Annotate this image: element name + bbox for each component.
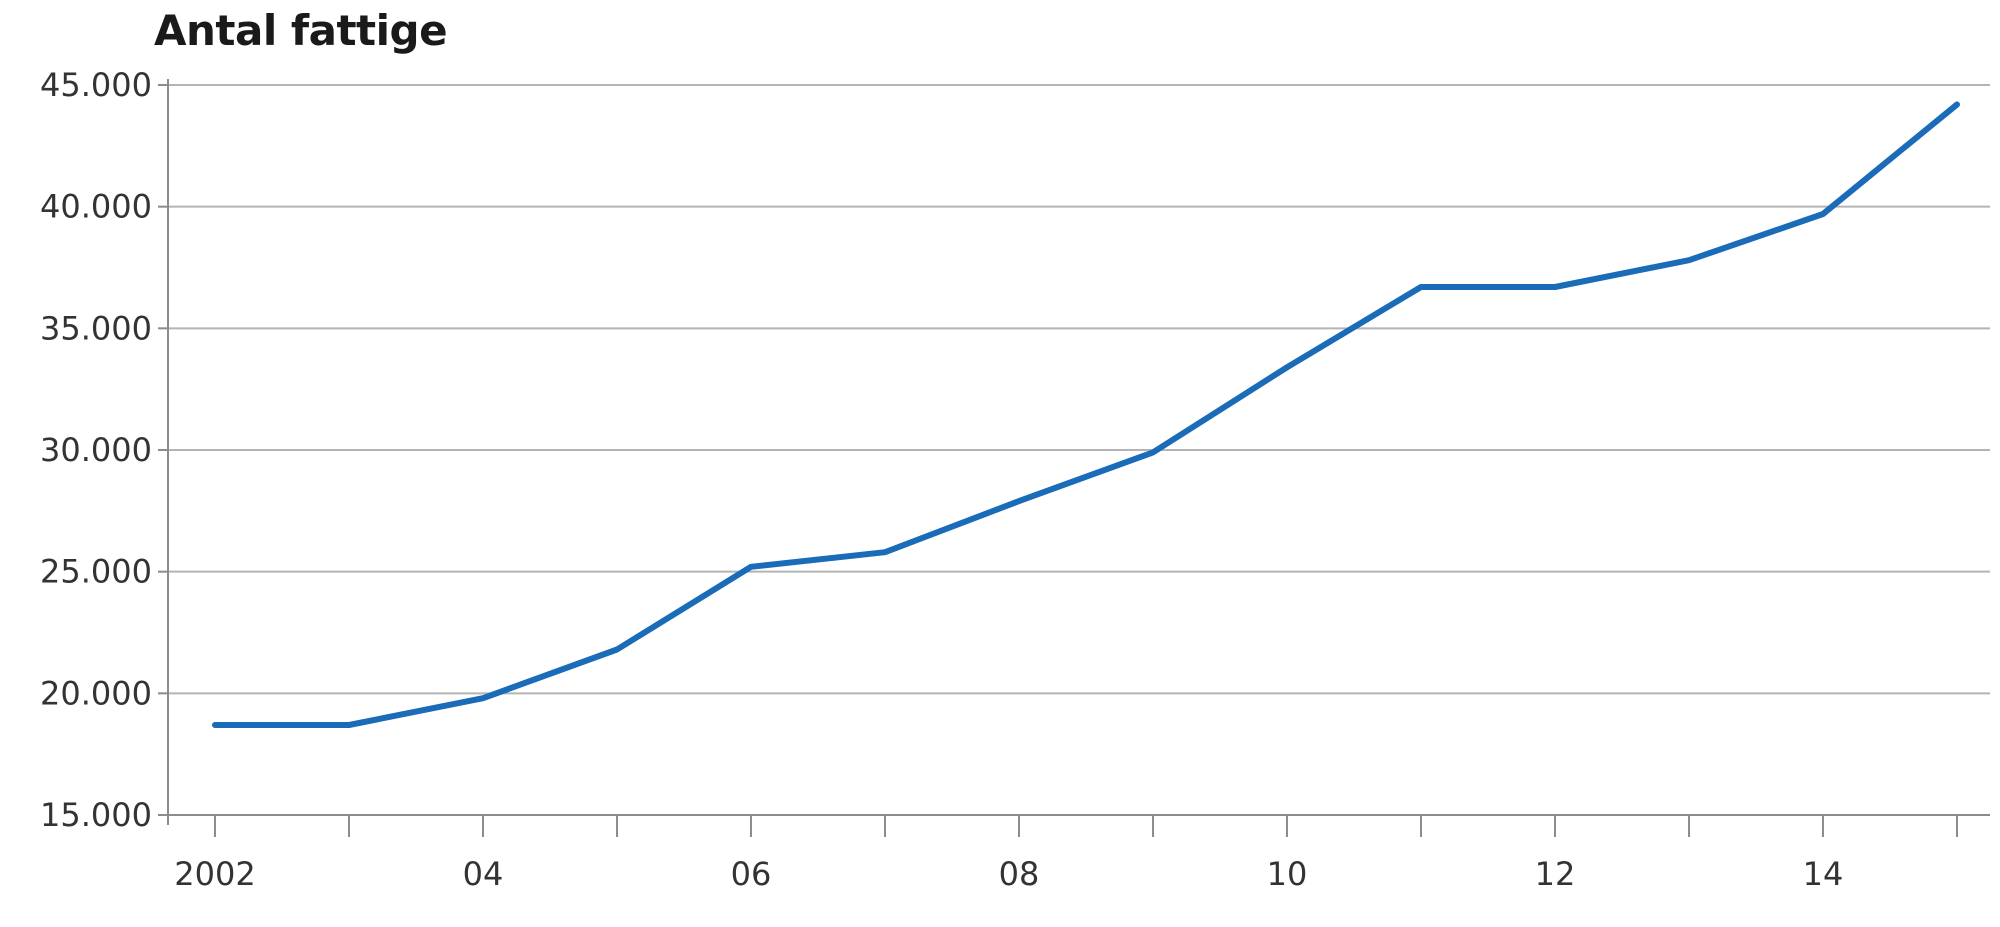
data-point-2014 [1820, 211, 1826, 217]
gridlines [168, 84, 1990, 695]
chart-title: Antal fattige [154, 6, 448, 55]
data-point-2015 [1954, 101, 1960, 107]
data-point-2003 [346, 722, 352, 728]
y-tick-label-35000: 35.000 [40, 309, 152, 347]
x-tick-label-2004: 04 [463, 855, 504, 893]
y-tick-label-25000: 25.000 [40, 553, 152, 591]
data-point-2012 [1552, 284, 1558, 290]
series-line-0 [212, 101, 1960, 728]
x-tick-label-2010: 10 [1267, 855, 1308, 893]
y-tick-label-15000: 15.000 [40, 796, 152, 834]
x-tick-label-2006: 06 [731, 855, 772, 893]
x-tick-label-2012: 12 [1535, 855, 1576, 893]
x-tick-label-2008: 08 [999, 855, 1040, 893]
x-tick-label-2002: 2002 [174, 855, 255, 893]
data-point-2004 [480, 695, 486, 701]
axes [158, 79, 1990, 837]
series-layer [212, 101, 1960, 728]
x-axis-tick-labels: 2002 04 06 08 10 12 14 [174, 855, 1843, 893]
data-point-2010 [1284, 364, 1290, 370]
data-point-2007 [882, 549, 888, 555]
x-tick-label-2014: 14 [1803, 855, 1844, 893]
data-point-2011 [1418, 284, 1424, 290]
data-point-2006 [748, 564, 754, 570]
y-tick-label-45000: 45.000 [40, 66, 152, 104]
data-point-2005 [614, 647, 620, 653]
data-point-2009 [1150, 449, 1156, 455]
data-point-2002 [212, 722, 218, 728]
y-tick-label-30000: 30.000 [40, 431, 152, 469]
y-axis-tick-labels: 15.000 20.000 25.000 30.000 35.000 40.000 45.0… [40, 66, 152, 834]
data-point-2013 [1686, 257, 1692, 263]
y-tick-label-20000: 20.000 [40, 674, 152, 712]
y-tick-label-40000: 40.000 [40, 188, 152, 226]
data-point-2008 [1016, 498, 1022, 504]
